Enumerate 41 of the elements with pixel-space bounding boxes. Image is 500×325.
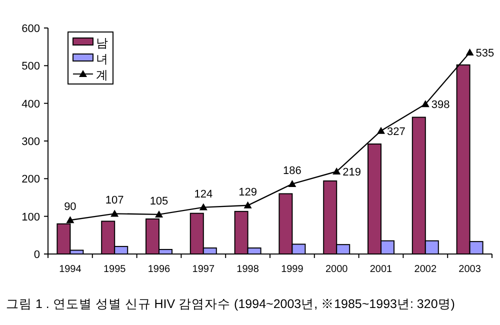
data-label: 105 <box>150 195 168 208</box>
x-tick-label: 1996 <box>148 264 171 275</box>
data-label: 327 <box>387 126 406 138</box>
x-tick-label: 2003 <box>458 264 482 275</box>
point <box>66 216 74 224</box>
y-tick-label: 300 <box>22 136 40 148</box>
point <box>244 201 252 208</box>
data-label: 535 <box>476 47 494 60</box>
y-tick-label: 200 <box>22 174 40 186</box>
y-tick-label: 0 <box>34 249 40 261</box>
point <box>288 180 296 187</box>
point <box>155 210 163 218</box>
legend-label: 남 <box>96 36 108 50</box>
point <box>377 126 385 134</box>
y-tick-label: 600 <box>22 23 40 35</box>
data-label: 107 <box>105 194 124 207</box>
point <box>421 100 430 108</box>
data-label: 398 <box>431 99 450 112</box>
point <box>110 210 119 217</box>
x-tick-label: 2000 <box>325 264 348 275</box>
x-tick-label: 2002 <box>414 264 437 275</box>
y-tick-label: 500 <box>22 60 40 73</box>
data-label: 124 <box>194 188 213 200</box>
x-tick-label: 1997 <box>192 264 215 275</box>
data-label: 186 <box>283 164 302 177</box>
data-label: 90 <box>64 201 76 214</box>
point <box>332 168 341 175</box>
y-tick-label: 400 <box>22 98 40 110</box>
y-tick-label: 100 <box>22 211 40 224</box>
x-tick-label: 1994 <box>59 264 82 275</box>
caption: 그림 1 . 연도별 성별 신규 HIV 감염자수 (1994~2003년, ※1985~1993년: 320명) <box>6 297 455 311</box>
legend-label: 계 <box>96 68 108 82</box>
legend-label: 녀 <box>96 52 108 66</box>
data-label: 129 <box>238 186 257 198</box>
x-tick-label: 1995 <box>103 264 126 275</box>
point <box>199 203 208 210</box>
x-tick-label: 2001 <box>370 264 393 275</box>
x-tick-label: 1998 <box>236 264 260 275</box>
data-label: 219 <box>342 166 361 179</box>
point <box>466 48 474 56</box>
x-tick-label: 1999 <box>281 264 304 275</box>
